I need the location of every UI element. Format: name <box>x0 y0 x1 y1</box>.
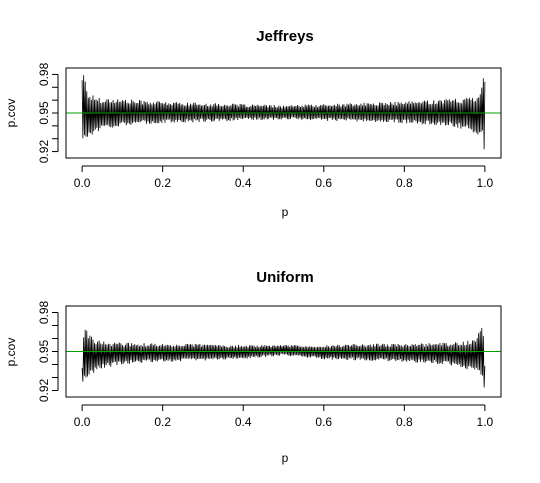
x-tick-label: 0.2 <box>154 176 171 190</box>
x-tick-label: 1.0 <box>477 415 494 429</box>
y-axis-label: p.cov <box>4 338 18 367</box>
y-tick-label: 0.95 <box>37 101 51 125</box>
y-tick-label: 0.92 <box>37 140 51 164</box>
coverage-series <box>81 75 486 150</box>
y-tick-label: 0.98 <box>37 300 51 324</box>
plot-frame <box>65 67 502 159</box>
y-axis: 0.92 0.95 0.98 <box>37 62 59 164</box>
x-tick-label: 0.8 <box>396 176 413 190</box>
x-tick-label: 0.4 <box>235 415 252 429</box>
x-tick-label: 0.6 <box>315 415 332 429</box>
x-tick-label: 0.0 <box>74 176 91 190</box>
coverage-series <box>81 327 486 388</box>
x-tick-label: 0.4 <box>235 176 252 190</box>
panel-title: Jeffreys <box>256 28 314 45</box>
y-tick-label: 0.95 <box>37 339 51 363</box>
y-axis: 0.92 0.95 0.98 <box>37 300 59 402</box>
x-tick-label: 0.0 <box>74 415 91 429</box>
x-tick-label: 0.2 <box>154 415 171 429</box>
y-axis-label: p.cov <box>4 99 18 128</box>
panel-title: Uniform <box>256 269 314 286</box>
y-tick-label: 0.92 <box>37 378 51 402</box>
panel-jeffreys: Jeffreys 0.0 0.2 0.4 0.6 0.8 1.0 0.92 0.95 0.98… <box>4 28 502 219</box>
series-layer <box>81 327 486 388</box>
x-tick-label: 0.6 <box>315 176 332 190</box>
x-axis: 0.0 0.2 0.4 0.6 0.8 1.0 <box>74 165 494 190</box>
y-tick-label: 0.98 <box>37 62 51 86</box>
x-tick-label: 1.0 <box>477 176 494 190</box>
series-layer <box>81 75 486 150</box>
x-tick-label: 0.8 <box>396 415 413 429</box>
plot-frame <box>65 305 502 398</box>
x-axis-label: p <box>282 451 289 465</box>
x-axis: 0.0 0.2 0.4 0.6 0.8 1.0 <box>74 404 494 429</box>
x-axis-label: p <box>282 205 289 219</box>
panel-uniform: Uniform 0.0 0.2 0.4 0.6 0.8 1.0 0.920.950.98 … <box>4 269 502 465</box>
